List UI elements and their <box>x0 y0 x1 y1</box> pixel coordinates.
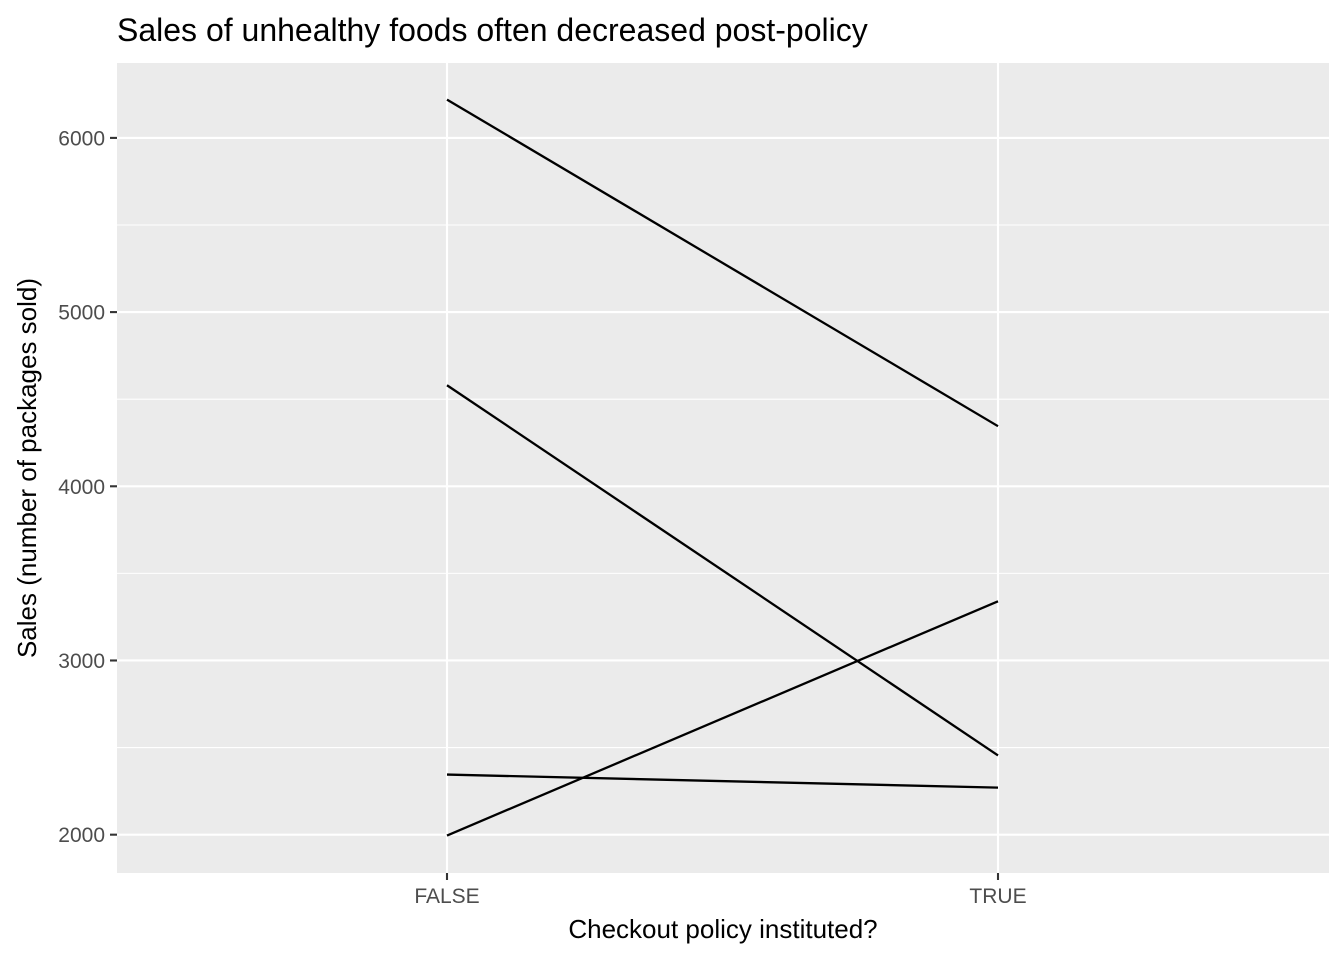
series-lines <box>446 98 999 837</box>
y-tick-label: 2000 <box>58 824 105 847</box>
axes: 2000 3000 4000 5000 6000 FALSE TRUE <box>58 127 1026 908</box>
chart-title: Sales of unhealthy foods often decreased… <box>117 12 868 48</box>
x-axis-title: Checkout policy instituted? <box>568 914 877 944</box>
y-tick-label: 3000 <box>58 650 105 673</box>
x-tick-label: TRUE <box>969 885 1026 908</box>
series-line-2 <box>446 384 999 757</box>
y-axis-title: Sales (number of packages sold) <box>12 278 42 658</box>
series-line-4 <box>446 600 999 837</box>
series-line-3 <box>446 773 999 789</box>
y-tick-label: 4000 <box>58 476 105 499</box>
y-tick-label: 5000 <box>58 302 105 325</box>
plot-panel <box>117 63 1329 873</box>
gridlines <box>117 63 1329 873</box>
x-tick-label: FALSE <box>414 885 479 908</box>
series-line-1 <box>446 98 999 428</box>
y-tick-label: 6000 <box>58 127 105 150</box>
